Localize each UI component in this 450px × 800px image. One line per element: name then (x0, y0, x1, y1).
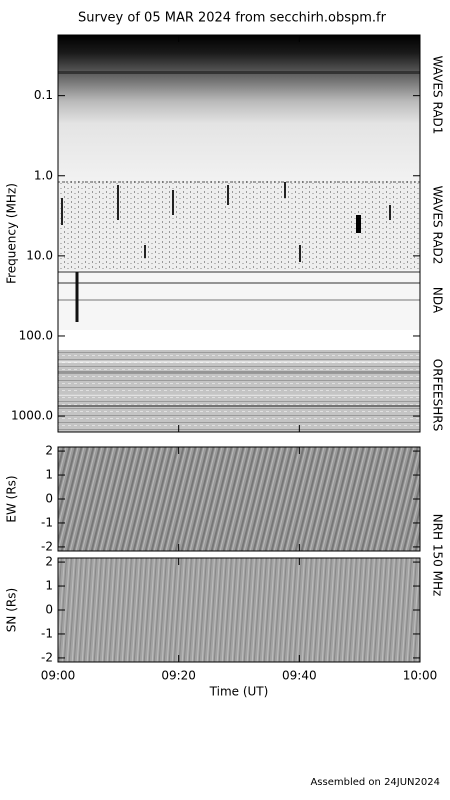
y-tick-label: 2 (45, 444, 53, 458)
y-axis-label: SN (Rs) (5, 588, 19, 632)
y-tick-label: -1 (41, 626, 53, 640)
chart-title: Survey of 05 MAR 2024 from secchirh.obsp… (78, 11, 387, 26)
instrument-label: WAVES RAD1 (431, 56, 445, 135)
y-tick-label: 0 (45, 603, 53, 617)
y-tick-label: -2 (41, 650, 53, 664)
side-label: NRH 150 MHz (431, 514, 445, 597)
y-tick-label: 1 (45, 579, 53, 593)
y-tick-label: 0.1 (34, 88, 53, 102)
y-axis-label: EW (Rs) (5, 475, 19, 522)
y-tick-label: 1.0 (34, 168, 53, 182)
x-axis-label: Time (UT) (209, 685, 269, 699)
instrument-label: WAVES RAD2 (431, 186, 445, 265)
y-tick-label: -1 (41, 515, 53, 529)
x-tick-label: 10:00 (403, 669, 438, 683)
y-tick-label: 10.0 (26, 248, 53, 262)
y-tick-label: 100.0 (19, 328, 53, 342)
y-tick-label: 1 (45, 468, 53, 482)
instrument-label: NDA (431, 287, 445, 314)
y-tick-label: 1000.0 (11, 409, 53, 423)
y-tick-label: 0 (45, 492, 53, 506)
x-tick-label: 09:20 (161, 669, 196, 683)
y-axis-label: Frequency (MHz) (5, 183, 19, 284)
spectrogram-image (58, 35, 420, 662)
x-tick-label: 09:40 (282, 669, 317, 683)
instrument-label: ORFEESHRS (431, 359, 445, 431)
axes-frame (57, 34, 421, 433)
y-tick-label: -2 (41, 539, 53, 553)
footer: Assembled on 24JUN2024 (310, 777, 440, 788)
x-tick-label: 09:00 (41, 669, 76, 683)
y-tick-label: 2 (45, 555, 53, 569)
